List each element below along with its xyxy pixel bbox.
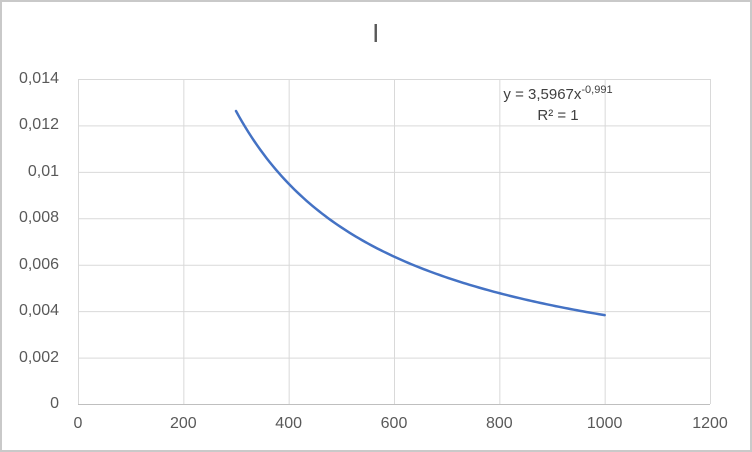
r-squared-text: R² = 1 xyxy=(537,107,579,124)
y-axis-tick-label: 0,004 xyxy=(18,302,59,320)
x-axis-tick-label: 600 xyxy=(380,415,408,432)
equation-text: y = 3,5967x-0,991 xyxy=(453,84,663,105)
trendline-label: y = 3,5967x-0,991 R² = 1 xyxy=(453,84,663,126)
x-axis-tick-label: 1000 xyxy=(586,415,623,432)
y-axis-tick-label: 0,01 xyxy=(27,162,59,180)
y-axis-tick-label: 0,012 xyxy=(18,116,59,134)
y-axis-tick-label: 0,002 xyxy=(18,348,59,366)
gridlines xyxy=(78,79,711,405)
trendline-curve xyxy=(234,109,606,317)
y-axis-tick-label: 0 xyxy=(50,395,59,412)
x-axis-tick-label: 0 xyxy=(73,415,83,432)
x-axis-tick-label: 800 xyxy=(485,415,513,432)
y-axis-tick-label: 0,014 xyxy=(18,70,59,87)
chart-title: I xyxy=(372,18,380,48)
x-axis-tick-label: 200 xyxy=(169,415,197,432)
y-axis-tick-label: 0,008 xyxy=(18,209,59,227)
x-axis-tick-label: 400 xyxy=(275,415,302,432)
equation-exponent: -0,991 xyxy=(581,84,613,96)
x-axis-tick-label: 1200 xyxy=(692,415,728,432)
equation-base: y = 3,5967x xyxy=(503,86,582,103)
y-axis-tick-label: 0,006 xyxy=(18,255,59,273)
